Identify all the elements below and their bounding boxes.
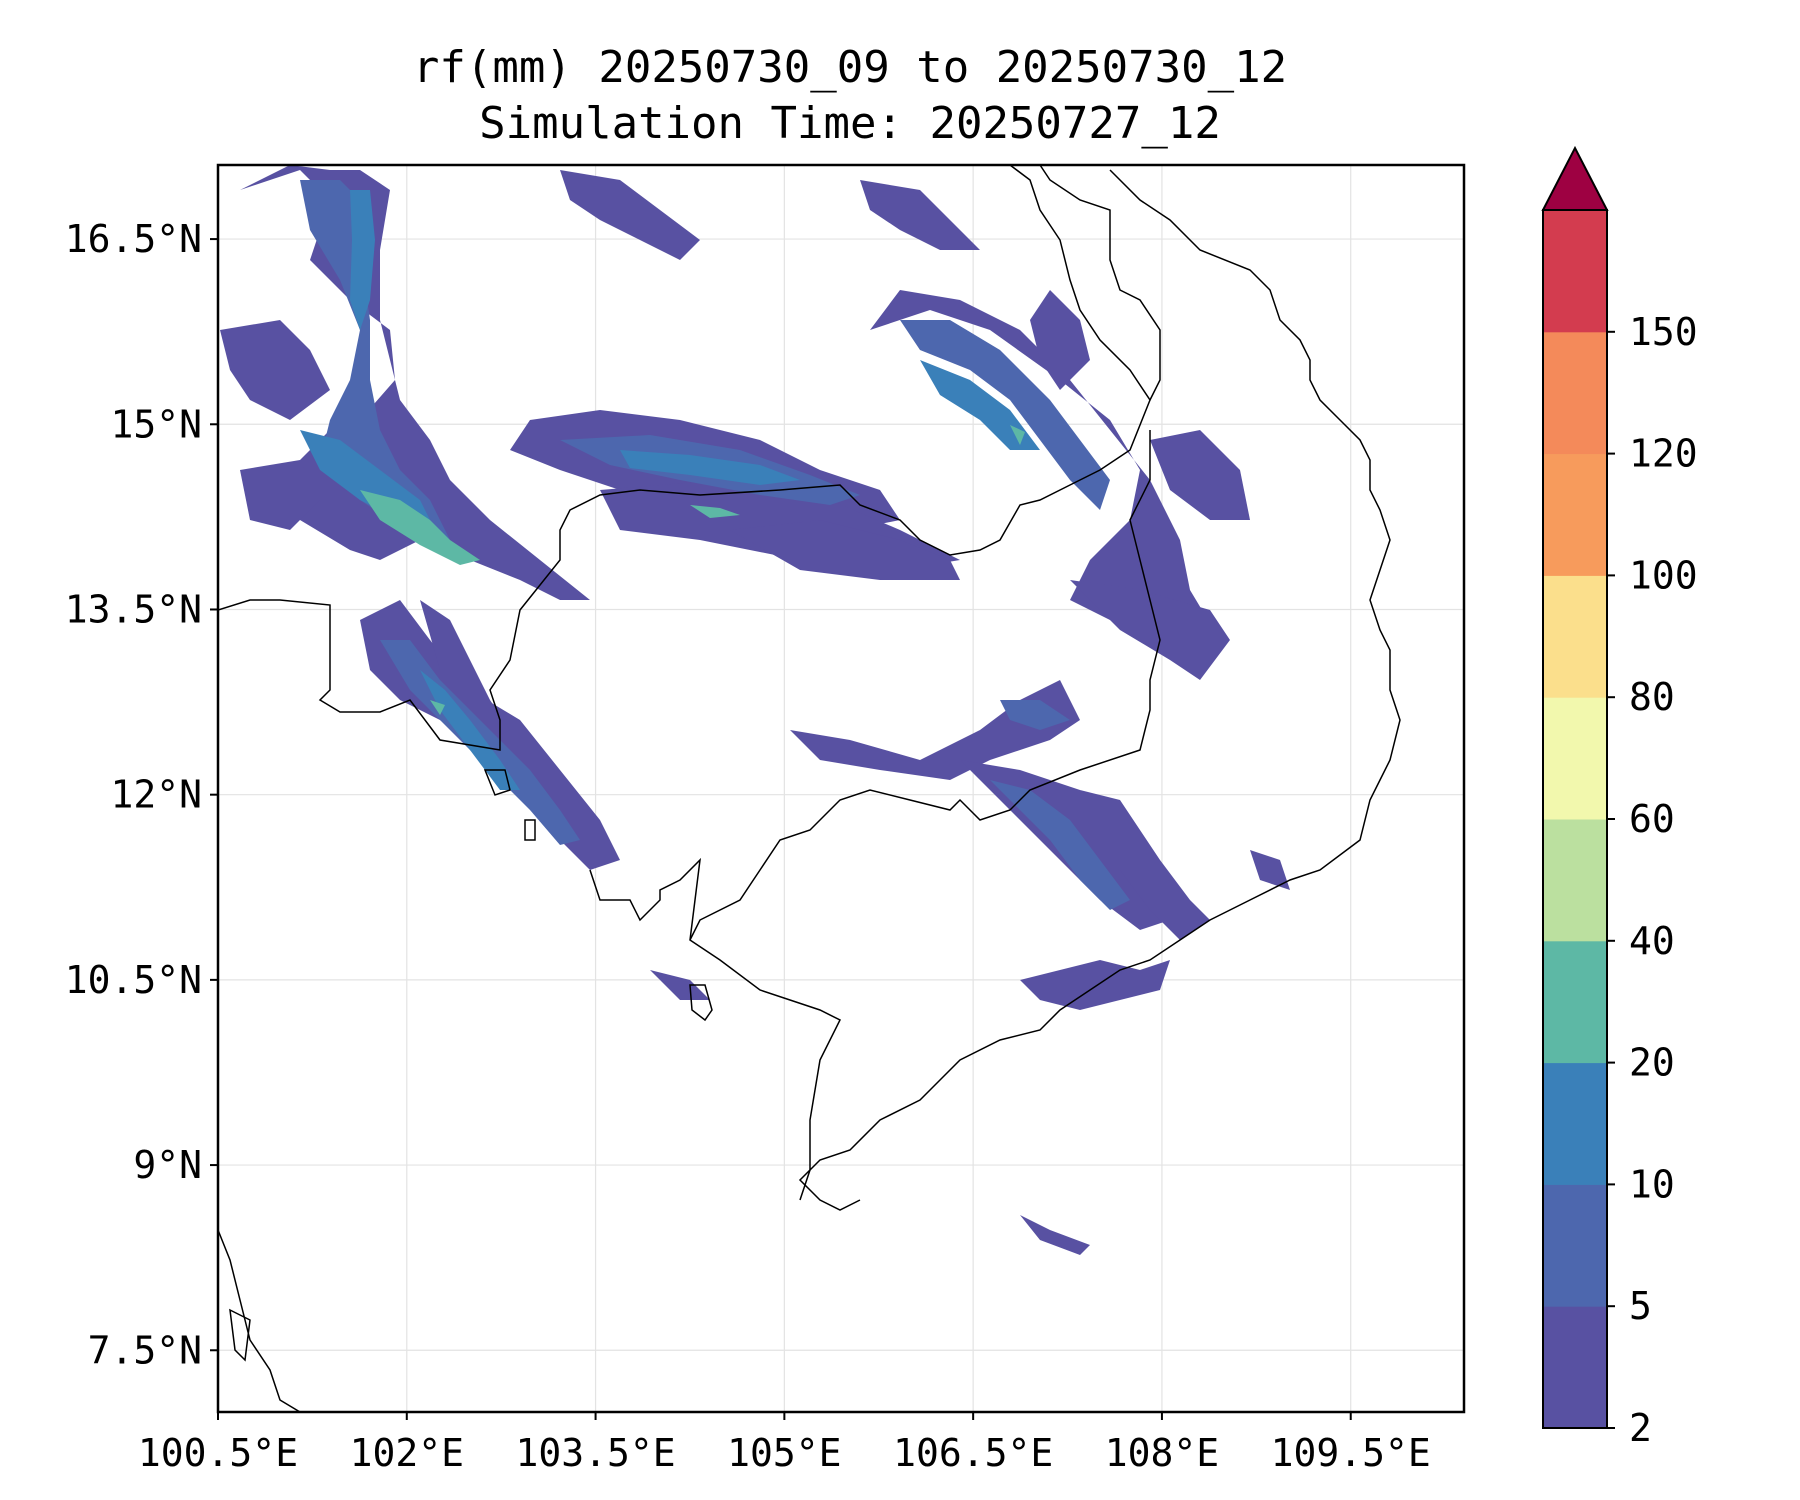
colorbar-segment — [1543, 575, 1607, 698]
thailand-cambodia-border — [218, 165, 1151, 751]
rain-peak-central — [620, 450, 800, 485]
island-koh-kong — [483, 769, 511, 796]
thailand-coast-south — [218, 1229, 301, 1412]
lat-tick-label: 16.5°N — [65, 217, 202, 261]
colorbar-label: 20 — [1629, 1041, 1675, 1085]
rain-band-southeast-2 — [1080, 790, 1210, 940]
rain-band-northeast — [870, 290, 1220, 660]
lat-tick-label: 13.5°N — [65, 587, 202, 631]
lon-tick-label: 106.5°E — [893, 1431, 1053, 1475]
colorbar-label: 100 — [1629, 553, 1698, 597]
chart-subtitle: Simulation Time: 20250727_12 — [479, 98, 1221, 149]
colorbar-extend-arrow — [1541, 145, 1609, 211]
colorbar-segment — [1543, 331, 1607, 455]
map-frame — [216, 163, 1466, 1414]
laos-vietnam-border — [1039, 165, 1161, 401]
lon-tick-label: 103.5°E — [515, 1431, 675, 1475]
cambodia-coast — [589, 857, 842, 1201]
rain-peak-northwest — [300, 430, 430, 520]
rainfall-field — [220, 165, 1290, 1255]
lat-tick-label: 12°N — [110, 773, 202, 817]
colorbar-label: 5 — [1629, 1284, 1652, 1328]
island-phu-quoc — [689, 984, 713, 1022]
colorbar-label: 40 — [1629, 919, 1675, 963]
rain-max-central — [690, 505, 740, 518]
lon-tick-label: 102°E — [350, 1431, 464, 1475]
rain-band-east-coast — [1250, 850, 1290, 890]
rain-core-northwest — [270, 180, 450, 540]
rain-max-northeast — [1010, 425, 1025, 445]
rain-peak-northeast — [920, 360, 1040, 450]
rain-band-south-central — [790, 680, 1080, 780]
island-gulf-small — [524, 819, 536, 841]
colorbar-label: 2 — [1629, 1406, 1652, 1450]
rain-band-northwest — [240, 165, 590, 600]
longitude-ticks: 100.5°E 102°E 103.5°E 105°E 106.5°E 108°E 109.… — [138, 1412, 1431, 1475]
rain-core-south-central — [1000, 700, 1070, 730]
rain-band-mekong-delta — [1020, 960, 1170, 1010]
colorbar-segment — [1543, 453, 1607, 576]
rain-band-east-2 — [1070, 580, 1230, 680]
colorbar-label: 150 — [1629, 310, 1698, 354]
rain-max-gulf — [430, 700, 445, 715]
colorbar-label: 120 — [1629, 432, 1698, 476]
lat-tick-label: 10.5°N — [65, 958, 202, 1002]
lat-tick-label: 15°N — [110, 402, 202, 446]
rain-band-west-strip — [220, 320, 330, 420]
colorbar-segment — [1543, 210, 1607, 333]
gridlines — [218, 165, 1464, 1412]
rain-band-east — [1150, 430, 1250, 520]
latitude-ticks: 16.5°N 15°N 13.5°N 12°N 10.5°N 9°N 7.5°N — [65, 217, 218, 1372]
colorbar-segment — [1543, 819, 1607, 942]
colorbar-segment — [1543, 940, 1607, 1064]
chart-title: rf(mm) 20250730_09 to 20250730_12 — [412, 42, 1288, 93]
lon-tick-label: 109.5°E — [1271, 1431, 1431, 1475]
lon-tick-label: 100.5°E — [138, 1431, 298, 1475]
colorbar-segment — [1543, 1062, 1607, 1185]
cambodia-vietnam-border — [689, 430, 1161, 941]
colorbar: 2 5 10 20 40 60 80 100 120 150 — [1541, 145, 1698, 1450]
rain-band-central-3 — [730, 520, 960, 580]
rain-max-northwest — [360, 490, 480, 565]
island-south — [229, 1308, 251, 1362]
rain-peak-gulf — [420, 670, 520, 790]
rain-band-west-lower — [240, 460, 320, 530]
rain-core-northeast — [900, 320, 1110, 510]
rain-band-cape — [650, 970, 710, 1000]
colorbar-segment — [1543, 697, 1607, 820]
coastlines — [218, 165, 1401, 1412]
colorbar-segment — [1543, 1184, 1607, 1307]
colorbar-label: 10 — [1629, 1162, 1675, 1206]
lon-tick-label: 108°E — [1105, 1431, 1219, 1475]
rain-band-north-center-2 — [560, 170, 700, 260]
colorbar-segment — [1543, 1306, 1607, 1429]
colorbar-label: 60 — [1629, 797, 1675, 841]
lat-tick-label: 9°N — [133, 1143, 202, 1187]
rain-core-southeast — [990, 780, 1130, 910]
rain-band-north-center — [860, 180, 980, 250]
colorbar-label: 80 — [1629, 675, 1675, 719]
rain-band-northeast-2 — [1030, 290, 1090, 390]
map-area — [218, 165, 1464, 1412]
lat-tick-label: 7.5°N — [88, 1328, 202, 1372]
vietnam-coast — [798, 169, 1401, 1211]
rain-peak-north — [350, 190, 375, 330]
rain-band-gulf-coast-2 — [420, 600, 510, 740]
rain-band-south-sea — [1020, 1215, 1090, 1255]
lon-tick-label: 105°E — [727, 1431, 841, 1475]
